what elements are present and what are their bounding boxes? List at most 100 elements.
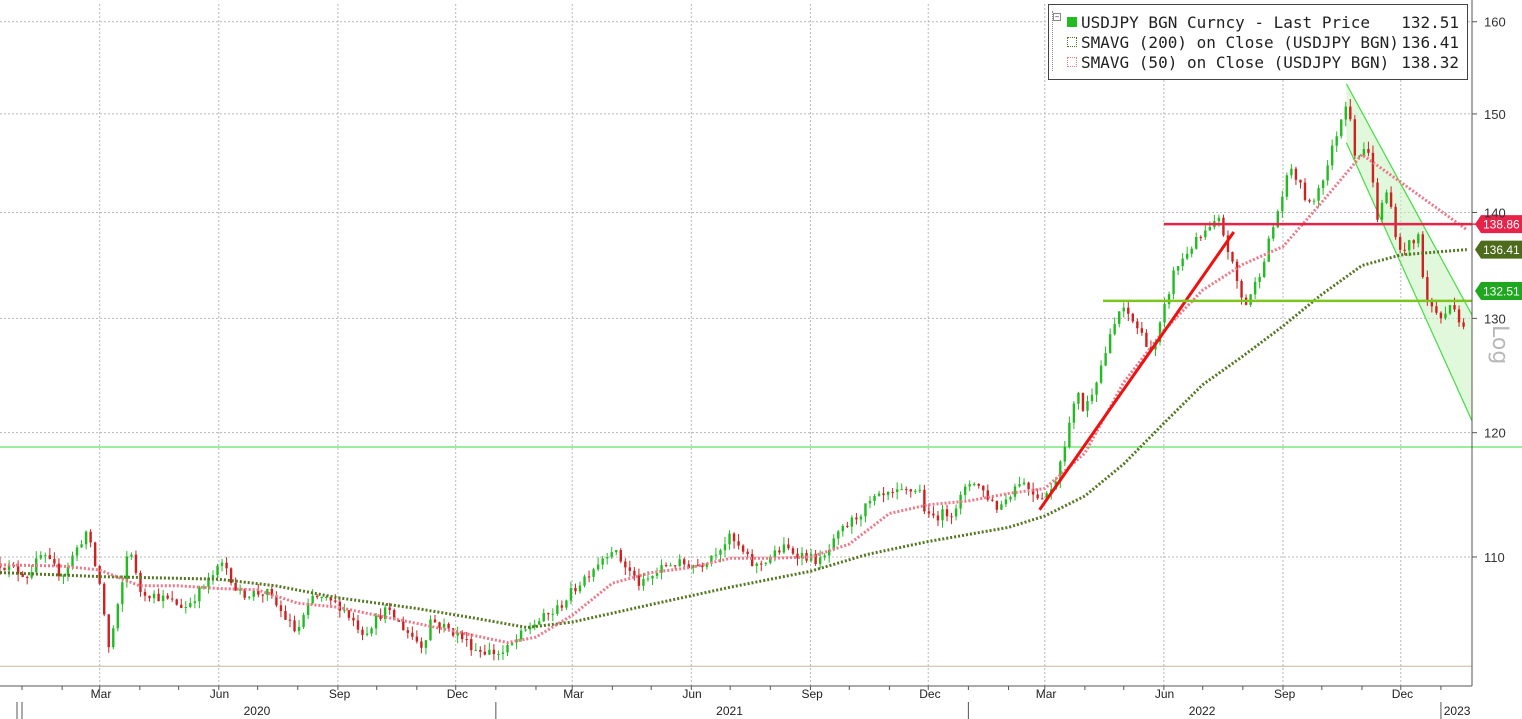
candle-body bbox=[1226, 235, 1230, 253]
candle-body bbox=[1426, 277, 1429, 301]
candle-body bbox=[637, 575, 641, 586]
candle-body bbox=[710, 555, 713, 564]
y-tick-label: 150 bbox=[1484, 107, 1506, 122]
candle-body bbox=[587, 576, 591, 578]
candle-body bbox=[1185, 253, 1189, 259]
candle-body bbox=[229, 568, 233, 584]
candle-body bbox=[895, 489, 899, 493]
candle-body bbox=[841, 525, 845, 532]
candle-body bbox=[1321, 180, 1325, 189]
candle-body bbox=[225, 562, 228, 569]
candle-body bbox=[411, 632, 414, 637]
candle-body bbox=[1394, 206, 1397, 238]
candle-body bbox=[1258, 276, 1261, 282]
candle-body bbox=[1417, 234, 1420, 244]
legend-sma200-value: 136.41 bbox=[1401, 33, 1459, 52]
candle-body bbox=[973, 483, 976, 485]
candle-body bbox=[62, 575, 65, 577]
x-tick-label: Sep bbox=[329, 687, 351, 701]
x-tick-label: Jun bbox=[210, 687, 229, 701]
candle-body bbox=[538, 621, 541, 625]
candle-body bbox=[121, 582, 124, 605]
candle-body bbox=[66, 566, 70, 576]
candle-body bbox=[714, 554, 718, 556]
candle-body bbox=[220, 562, 224, 566]
price-tag-label: 132.51 bbox=[1483, 285, 1520, 299]
candle-body bbox=[1326, 165, 1329, 181]
candle-body bbox=[1122, 307, 1125, 312]
legend-sma50-value: 138.32 bbox=[1401, 53, 1459, 72]
candle-body bbox=[556, 605, 559, 614]
candle-body bbox=[1430, 300, 1434, 307]
candle-body bbox=[1004, 499, 1008, 505]
price-tag-label: 138.86 bbox=[1483, 218, 1520, 232]
candle-body bbox=[211, 575, 215, 578]
candle-body bbox=[370, 628, 373, 634]
candle-body bbox=[1353, 119, 1357, 156]
x-year-label: 2022 bbox=[1189, 704, 1216, 718]
candle-body bbox=[1312, 200, 1316, 202]
candle-body bbox=[1362, 149, 1366, 156]
legend-item-sma50: SMAVG (50) on Close (USDJPY BGN) 138.32 bbox=[1059, 53, 1459, 73]
x-tick-label: Dec bbox=[919, 687, 940, 701]
x-tick-label: Dec bbox=[447, 687, 468, 701]
candle-body bbox=[560, 605, 564, 608]
candle-body bbox=[782, 544, 786, 553]
candle-body bbox=[406, 630, 410, 633]
candle-body bbox=[918, 489, 922, 491]
candle-body bbox=[891, 491, 894, 493]
candle-body bbox=[778, 550, 781, 553]
candle-body bbox=[1099, 365, 1103, 383]
candle-body bbox=[927, 511, 931, 514]
candle-body bbox=[343, 610, 346, 612]
candle-body bbox=[828, 550, 831, 556]
candle-body bbox=[547, 613, 550, 615]
candle-body bbox=[664, 565, 668, 567]
x-tick-label: Mar bbox=[563, 687, 584, 701]
candle-body bbox=[16, 566, 20, 574]
x-year-label: 2020 bbox=[244, 704, 271, 718]
candle-body bbox=[1240, 281, 1243, 298]
candle-body bbox=[787, 544, 790, 549]
candle-body bbox=[311, 595, 314, 604]
candle-body bbox=[900, 489, 903, 491]
candle-body bbox=[764, 562, 767, 564]
candle-body bbox=[728, 533, 731, 545]
candle-body bbox=[583, 576, 586, 586]
candle-body bbox=[796, 553, 799, 559]
candle-body bbox=[1231, 252, 1234, 262]
candle-body bbox=[660, 565, 663, 573]
candle-body bbox=[134, 554, 138, 573]
candle-body bbox=[161, 595, 165, 602]
x-year-label: 2021 bbox=[716, 704, 743, 718]
candle-body bbox=[991, 499, 994, 501]
candle-body bbox=[234, 583, 237, 591]
candle-body bbox=[746, 551, 749, 555]
candle-body bbox=[1068, 422, 1071, 447]
candle-body bbox=[646, 578, 650, 580]
candle-body bbox=[696, 565, 700, 567]
candle-body bbox=[528, 627, 532, 630]
candle-body bbox=[1172, 270, 1175, 295]
candle-body bbox=[1118, 311, 1121, 324]
candle-body bbox=[470, 639, 473, 651]
candle-body bbox=[741, 545, 745, 552]
candle-body bbox=[420, 641, 423, 648]
candle-body bbox=[248, 596, 251, 598]
candle-body bbox=[1267, 238, 1270, 262]
candle-body bbox=[93, 542, 97, 566]
candle-body bbox=[302, 614, 305, 627]
candle-body bbox=[252, 590, 255, 597]
candle-body bbox=[1063, 446, 1067, 462]
candle-body bbox=[1335, 136, 1338, 146]
candle-body bbox=[270, 588, 274, 596]
candle-body bbox=[7, 564, 11, 571]
candle-body bbox=[1448, 305, 1452, 314]
candle-body bbox=[125, 556, 129, 583]
candle-body bbox=[873, 495, 876, 501]
candle-body bbox=[818, 557, 822, 564]
x-tick-label: Sep bbox=[801, 687, 823, 701]
legend-collapse-icon[interactable]: − bbox=[1053, 13, 1061, 21]
candle-body bbox=[429, 619, 432, 641]
candle-body bbox=[1453, 305, 1456, 310]
